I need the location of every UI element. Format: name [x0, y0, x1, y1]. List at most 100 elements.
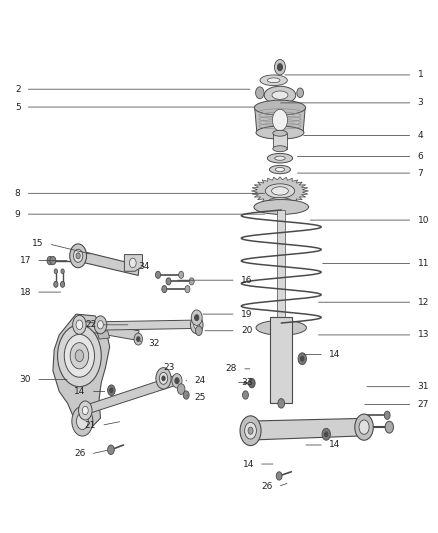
Circle shape	[162, 376, 165, 381]
Circle shape	[172, 374, 182, 388]
Ellipse shape	[265, 184, 295, 198]
Circle shape	[275, 60, 286, 75]
Circle shape	[70, 343, 88, 369]
Text: 6: 6	[417, 152, 423, 161]
Ellipse shape	[254, 100, 306, 115]
Ellipse shape	[260, 75, 287, 86]
Text: 23: 23	[163, 363, 174, 372]
Ellipse shape	[275, 156, 285, 160]
Text: 7: 7	[417, 168, 423, 177]
Ellipse shape	[269, 165, 290, 174]
Polygon shape	[124, 255, 142, 271]
Text: 14: 14	[243, 459, 254, 469]
Ellipse shape	[268, 198, 292, 207]
Ellipse shape	[276, 167, 285, 172]
Circle shape	[156, 368, 171, 389]
Circle shape	[159, 373, 168, 384]
Text: 28: 28	[226, 365, 237, 373]
Circle shape	[175, 378, 179, 384]
Circle shape	[137, 337, 140, 342]
Circle shape	[166, 278, 171, 285]
Ellipse shape	[256, 126, 304, 139]
Polygon shape	[255, 108, 305, 133]
Circle shape	[134, 333, 142, 345]
Circle shape	[94, 316, 107, 334]
Circle shape	[355, 414, 373, 440]
Circle shape	[82, 406, 88, 415]
Circle shape	[297, 88, 304, 98]
Text: 14: 14	[74, 387, 86, 396]
Circle shape	[76, 253, 80, 259]
Circle shape	[64, 334, 95, 377]
Circle shape	[177, 384, 185, 394]
Circle shape	[54, 281, 58, 287]
Circle shape	[183, 391, 189, 399]
Circle shape	[130, 258, 136, 268]
Circle shape	[322, 429, 330, 440]
Circle shape	[248, 427, 253, 434]
Text: 26: 26	[261, 482, 273, 491]
Polygon shape	[251, 177, 308, 205]
Circle shape	[325, 432, 328, 437]
Polygon shape	[270, 317, 292, 403]
Text: 8: 8	[15, 189, 21, 198]
Text: 12: 12	[417, 298, 429, 306]
Ellipse shape	[273, 146, 287, 152]
Circle shape	[256, 87, 264, 99]
Text: 32: 32	[148, 340, 160, 349]
Polygon shape	[53, 314, 110, 426]
Circle shape	[108, 385, 115, 395]
Text: 19: 19	[241, 310, 252, 319]
Polygon shape	[82, 375, 179, 415]
Text: 17: 17	[20, 256, 31, 265]
Text: 10: 10	[417, 215, 429, 224]
Ellipse shape	[274, 200, 286, 205]
Circle shape	[272, 109, 287, 131]
Polygon shape	[245, 418, 372, 440]
Circle shape	[243, 391, 248, 399]
Text: 15: 15	[32, 239, 44, 248]
Circle shape	[300, 357, 304, 361]
Text: 11: 11	[417, 259, 429, 268]
Circle shape	[74, 249, 83, 262]
Polygon shape	[76, 320, 139, 340]
Text: 14: 14	[329, 440, 340, 449]
Circle shape	[47, 256, 53, 265]
Text: 2: 2	[15, 85, 21, 94]
Ellipse shape	[272, 91, 288, 99]
Circle shape	[278, 399, 285, 408]
Circle shape	[73, 316, 86, 334]
Circle shape	[50, 256, 56, 265]
Polygon shape	[97, 331, 110, 339]
Text: 27: 27	[417, 400, 429, 409]
Text: 4: 4	[417, 131, 423, 140]
Text: 33: 33	[241, 378, 252, 387]
Text: 24: 24	[194, 376, 206, 385]
Circle shape	[61, 269, 64, 273]
Ellipse shape	[264, 86, 296, 104]
Text: 5: 5	[15, 102, 21, 111]
Text: 3: 3	[417, 99, 423, 107]
Circle shape	[385, 421, 393, 433]
Circle shape	[57, 325, 101, 386]
Circle shape	[60, 281, 65, 287]
Text: 1: 1	[417, 70, 423, 79]
Circle shape	[54, 269, 57, 273]
Circle shape	[384, 411, 390, 419]
Text: 26: 26	[74, 449, 86, 458]
Circle shape	[185, 286, 190, 293]
Circle shape	[194, 321, 200, 329]
Polygon shape	[97, 320, 199, 330]
Ellipse shape	[267, 154, 293, 163]
Circle shape	[248, 378, 255, 388]
Ellipse shape	[267, 78, 280, 83]
Circle shape	[245, 422, 256, 439]
Polygon shape	[277, 210, 285, 317]
Circle shape	[191, 310, 202, 326]
Ellipse shape	[272, 187, 288, 195]
Circle shape	[108, 445, 114, 455]
Text: 22: 22	[85, 320, 96, 329]
Text: 14: 14	[329, 350, 340, 359]
Circle shape	[76, 320, 83, 329]
Circle shape	[77, 413, 88, 430]
